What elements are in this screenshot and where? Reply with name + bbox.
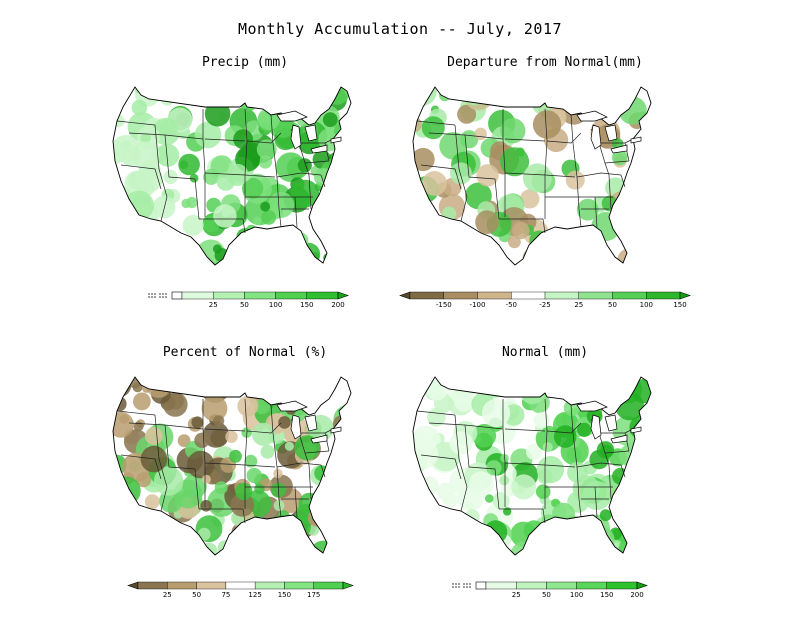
precip-colorbar: 25 50 100 150 200 bbox=[148, 291, 349, 314]
colorbar-tick-label: 50 bbox=[192, 591, 201, 599]
colorbar-swatch bbox=[544, 291, 579, 300]
colorbar-swatch bbox=[225, 581, 256, 590]
trace-symbol bbox=[148, 293, 167, 298]
colorbar-swatch bbox=[399, 291, 411, 300]
colorbar-tick-label: 25 bbox=[209, 301, 218, 309]
colorbar-tick-label: 150 bbox=[300, 301, 313, 309]
departure-map bbox=[412, 86, 652, 266]
state-borders bbox=[116, 398, 334, 524]
colorbar-swatch bbox=[578, 291, 613, 300]
colorbar-swatch bbox=[409, 291, 444, 300]
colorbar-swatch bbox=[127, 581, 139, 590]
colorbar-swatch bbox=[181, 291, 214, 300]
colorbar-tick-label: -50 bbox=[506, 301, 517, 309]
colorbar-tick-label: 200 bbox=[331, 301, 344, 309]
colorbar-swatch bbox=[511, 291, 546, 300]
percent-map bbox=[112, 376, 352, 556]
shaded-field bbox=[113, 87, 351, 265]
colorbar-swatch bbox=[342, 581, 354, 590]
colorbar-swatch bbox=[254, 581, 285, 590]
colorbar-swatch bbox=[636, 581, 648, 590]
colorbar-swatch bbox=[515, 581, 547, 590]
normal-panel: Normal (mm) bbox=[395, 345, 695, 575]
departure-panel: Departure from Normal(mm) bbox=[395, 55, 695, 285]
colorbar-tick-label: 125 bbox=[248, 591, 261, 599]
colorbar-tick-label: 100 bbox=[269, 301, 282, 309]
colorbar-tick-label: 100 bbox=[570, 591, 583, 599]
colorbar-swatch bbox=[244, 291, 276, 300]
colorbar-swatch bbox=[171, 291, 183, 300]
state-borders bbox=[416, 398, 634, 524]
colorbar-swatch bbox=[612, 291, 647, 300]
colorbar-swatch bbox=[443, 291, 478, 300]
colorbar-tick-label: 25 bbox=[574, 301, 583, 309]
colorbar-swatch bbox=[212, 291, 245, 300]
colorbar-tick-label: 50 bbox=[608, 301, 617, 309]
colorbar-tick-label: -25 bbox=[539, 301, 550, 309]
colorbar-swatch bbox=[337, 291, 349, 300]
colorbar-tick-label: 25 bbox=[163, 591, 172, 599]
colorbar-swatch bbox=[167, 581, 197, 590]
colorbar-tick-label: 150 bbox=[278, 591, 291, 599]
great-lakes bbox=[576, 110, 642, 154]
colorbar-tick-label: 75 bbox=[221, 591, 230, 599]
great-lakes bbox=[576, 400, 642, 444]
colorbar-swatch bbox=[646, 291, 681, 300]
colorbar-tick-label: 150 bbox=[600, 591, 613, 599]
great-lakes bbox=[276, 110, 342, 154]
colorbar-swatch bbox=[576, 581, 607, 590]
trace-symbol bbox=[452, 583, 471, 588]
panel-title-departure: Departure from Normal(mm) bbox=[447, 55, 643, 70]
colorbar-tick-label: 50 bbox=[542, 591, 551, 599]
colorbar-swatch bbox=[485, 581, 517, 590]
panel-title-precip: Precip (mm) bbox=[201, 55, 289, 70]
colorbar-tick-label: 175 bbox=[307, 591, 320, 599]
colorbar-tick-label: 25 bbox=[512, 591, 521, 599]
precip-panel: Precip (mm) bbox=[95, 55, 395, 285]
colorbar-swatch bbox=[313, 581, 344, 590]
shaded-field bbox=[113, 377, 351, 555]
colorbar-tick-label: 200 bbox=[630, 591, 643, 599]
colorbar-swatch bbox=[284, 581, 314, 590]
great-lakes bbox=[276, 400, 342, 444]
colorbar-swatch bbox=[606, 581, 638, 590]
colorbar-swatch bbox=[196, 581, 227, 590]
colorbar-swatch bbox=[137, 581, 168, 590]
departure-colorbar: -150 -100 -50 -25 25 50 100 150 bbox=[399, 291, 691, 314]
panel-title-normal: Normal (mm) bbox=[501, 345, 589, 360]
panel-title-percent: Percent of Normal (%) bbox=[162, 345, 328, 360]
colorbar-swatch bbox=[306, 291, 339, 300]
normal-map bbox=[412, 376, 652, 556]
precip-map bbox=[112, 86, 352, 266]
colorbar-tick-label: 100 bbox=[640, 301, 653, 309]
colorbar-tick-label: -150 bbox=[436, 301, 452, 309]
normal-colorbar: 25 50 100 150 200 bbox=[452, 581, 648, 604]
colorbar-tick-label: -100 bbox=[470, 301, 486, 309]
colorbar-swatch bbox=[679, 291, 691, 300]
state-borders bbox=[416, 108, 634, 234]
colorbar-tick-label: 50 bbox=[240, 301, 249, 309]
colorbar-tick-label: 150 bbox=[673, 301, 686, 309]
colorbar-swatch bbox=[477, 291, 512, 300]
percent-panel: Percent of Normal (%) bbox=[95, 345, 395, 575]
figure-title: Monthly Accumulation -- July, 2017 bbox=[237, 20, 563, 38]
colorbar-swatch bbox=[275, 291, 307, 300]
colorbar-swatch bbox=[546, 581, 577, 590]
colorbar-swatch bbox=[475, 581, 487, 590]
state-borders bbox=[116, 108, 334, 234]
percent-colorbar: 25 50 75 125 150 175 bbox=[127, 581, 354, 604]
